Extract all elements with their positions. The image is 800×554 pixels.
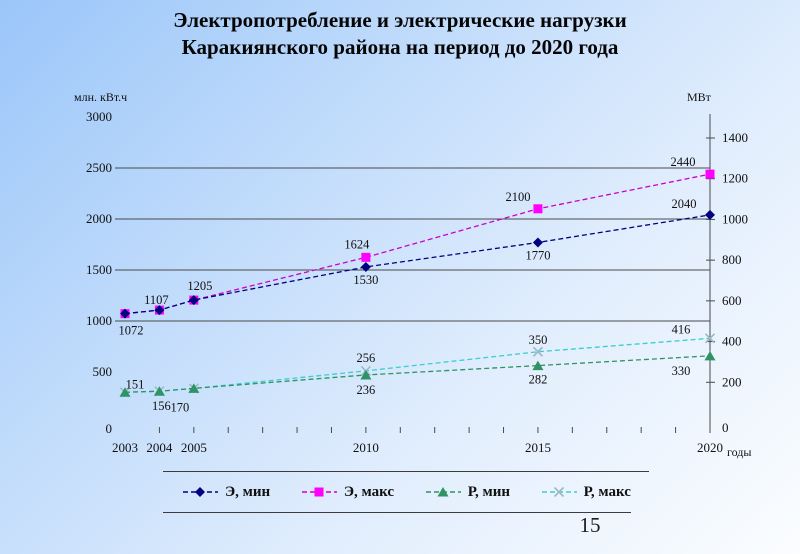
left-axis-tick-label: 2500 <box>86 160 112 175</box>
data-label: 151 <box>126 377 145 391</box>
data-point-marker <box>437 487 449 497</box>
data-point-marker <box>704 350 716 361</box>
series-line-3 <box>124 355 711 393</box>
left-axis-unit-label: млн. кВт.ч <box>74 90 127 104</box>
slide-title-line1: Электропотребление и электрические нагру… <box>173 8 627 32</box>
legend-marker-square-icon <box>301 487 337 497</box>
data-label: 1107 <box>144 293 169 307</box>
data-label: 1205 <box>187 279 212 293</box>
right-axis-unit-label: МВт <box>687 90 712 104</box>
data-label: 416 <box>672 322 691 336</box>
legend-marker-diamond-icon <box>183 487 218 497</box>
x-axis-year-label: 2005 <box>181 440 207 455</box>
data-label: 170 <box>170 400 189 414</box>
data-point-marker <box>188 295 199 306</box>
legend-marker-x-icon <box>541 486 577 498</box>
data-label: 2440 <box>671 155 696 169</box>
chart-legend: Э, мин Э, макс Р, мин Р, макс <box>163 471 649 512</box>
legend-item-2: Э, макс <box>301 483 395 501</box>
footer-rule <box>163 512 631 513</box>
data-point-marker <box>532 237 543 248</box>
x-axis-year-label: 2015 <box>525 440 551 455</box>
data-point-marker <box>705 169 715 179</box>
left-axis-tick-label: 1500 <box>86 262 112 277</box>
legend-item-1: Э, мин <box>183 484 270 501</box>
data-point-marker <box>360 369 372 380</box>
data-point-marker <box>533 204 543 214</box>
data-label: 256 <box>357 351 376 365</box>
right-axis-tick-label: 0 <box>722 420 729 435</box>
data-label: 1072 <box>119 324 144 338</box>
data-point-marker <box>532 346 544 357</box>
page-number: 15 <box>579 513 601 537</box>
right-axis-tick-label: 800 <box>722 252 742 267</box>
x-axis-year-label: 2010 <box>353 440 379 455</box>
data-label: 1530 <box>353 273 378 287</box>
data-label: 156 <box>152 399 171 413</box>
data-label: 330 <box>672 364 691 378</box>
right-axis-tick-label: 400 <box>722 334 742 349</box>
x-axis-year-label: 2020 <box>697 440 723 455</box>
left-axis-tick-label: 2000 <box>86 211 112 226</box>
left-axis-tick-label: 500 <box>93 364 113 379</box>
data-label: 1624 <box>344 237 370 251</box>
data-label: 1770 <box>525 248 550 262</box>
legend-label: Э, макс <box>343 483 395 500</box>
data-point-marker <box>195 487 205 497</box>
left-axis-tick-label: 3000 <box>86 109 112 124</box>
data-point-marker <box>704 333 716 344</box>
legend-label: Э, мин <box>225 483 271 500</box>
legend-label: Р, макс <box>583 483 631 500</box>
legend-marker-triangle-icon <box>425 487 461 497</box>
data-point-marker <box>154 305 165 316</box>
series-line-4 <box>124 337 711 393</box>
right-axis-tick-label: 200 <box>722 374 742 389</box>
series-line-2 <box>124 173 711 315</box>
series-line-1 <box>124 214 711 315</box>
data-point-marker <box>553 486 564 498</box>
chart-plot: 0 500 1000 1500 2000 2500 3000 млн. кВт.ч 0 200 40… <box>74 90 751 459</box>
slide-title: Электропотребление и электрические нагру… <box>0 7 800 61</box>
data-label: 282 <box>529 373 548 387</box>
data-point-marker <box>119 387 131 397</box>
slide-title-line2: Каракиянского района на период до 2020 г… <box>181 35 619 59</box>
data-point-marker <box>705 209 715 220</box>
left-axis-tick-label: 1000 <box>86 313 112 328</box>
left-axis-tick-label: 0 <box>106 421 113 436</box>
x-axis-year-label: 2003 <box>112 440 138 455</box>
data-label: 236 <box>357 383 376 397</box>
x-axis-year-label: 2004 <box>146 440 173 455</box>
data-point-marker <box>360 261 371 272</box>
legend-label: Р, мин <box>467 483 510 500</box>
data-point-marker <box>188 383 200 393</box>
data-point-marker <box>361 252 371 262</box>
legend-item-4: Р, макс <box>541 483 631 501</box>
data-label: 350 <box>529 333 548 347</box>
right-axis-tick-label: 1000 <box>722 211 748 226</box>
right-axis-tick-label: 1400 <box>722 130 748 145</box>
data-point-marker <box>532 360 544 371</box>
data-label: 2100 <box>505 190 530 204</box>
data-point-marker <box>153 386 165 396</box>
right-axis-tick-label: 1200 <box>722 171 748 186</box>
right-axis-tick-label: 600 <box>722 293 742 308</box>
data-point-marker <box>314 487 324 497</box>
data-label: 2040 <box>672 197 697 211</box>
data-point-marker <box>120 308 130 319</box>
legend-item-3: Р, мин <box>425 483 510 501</box>
x-axis-title: годы <box>727 445 751 459</box>
